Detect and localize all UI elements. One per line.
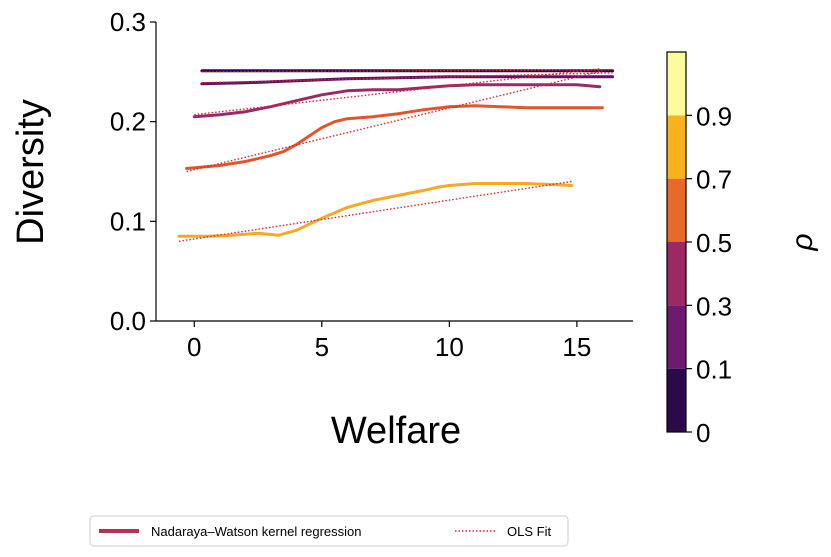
x-tick-label: 5 xyxy=(315,332,329,362)
x-tick-label: 15 xyxy=(562,332,591,362)
ols-line-rho-0_7 xyxy=(178,180,572,242)
kernel-regression-lines xyxy=(177,69,615,238)
plot-area: 0 5 10 15 0.0 0.1 0.2 0.3 xyxy=(110,7,633,362)
y-tick-label: 0.1 xyxy=(110,206,146,236)
colorbar-tick-label: 0.7 xyxy=(696,165,732,195)
kernel-line-rho-0_7 xyxy=(177,182,574,238)
colorbar-segment xyxy=(667,368,686,432)
ols-fit-lines xyxy=(178,68,613,242)
legend-ols-label: OLS Fit xyxy=(507,524,551,539)
x-tick-label: 0 xyxy=(187,332,201,362)
legend-kernel-label: Nadaraya–Watson kernel regression xyxy=(151,524,362,539)
x-tick-label: 10 xyxy=(435,332,464,362)
y-tick-label: 0.0 xyxy=(110,306,146,336)
colorbar: 0 0.1 0.3 0.5 0.7 0.9 xyxy=(666,51,732,448)
colorbar-tick-label: 0.9 xyxy=(696,101,732,131)
x-axis-title: Welfare xyxy=(331,410,461,452)
colorbar-ticks: 0 0.1 0.3 0.5 0.7 0.9 xyxy=(686,101,732,448)
y-tick-label: 0.3 xyxy=(110,7,146,37)
y-axis-title: Diversity xyxy=(10,99,52,245)
y-axis-ticks: 0.0 0.1 0.2 0.3 xyxy=(110,7,156,336)
ols-line-rho-0_3 xyxy=(194,68,600,116)
colorbar-segment xyxy=(667,115,686,179)
colorbar-segment xyxy=(667,178,686,242)
kernel-line-rho-0_5 xyxy=(185,104,604,170)
colorbar-label: ρ xyxy=(786,233,819,251)
ols-line-rho-0_5 xyxy=(186,70,603,173)
colorbar-segment xyxy=(667,242,686,306)
x-axis-ticks: 0 5 10 15 xyxy=(187,321,591,362)
legend: Nadaraya–Watson kernel regression OLS Fi… xyxy=(89,515,569,547)
colorbar-tick-label: 0.3 xyxy=(696,291,732,321)
colorbar-tick-label: 0.1 xyxy=(696,355,732,385)
colorbar-segment xyxy=(667,305,686,369)
colorbar-tick-label: 0.5 xyxy=(696,228,732,258)
y-tick-label: 0.2 xyxy=(110,107,146,137)
legend-frame xyxy=(89,515,569,547)
colorbar-segment xyxy=(667,52,686,116)
colorbar-segments xyxy=(667,52,686,432)
colorbar-tick-label: 0 xyxy=(696,418,710,448)
kernel-line-rho-0_3 xyxy=(192,83,602,119)
